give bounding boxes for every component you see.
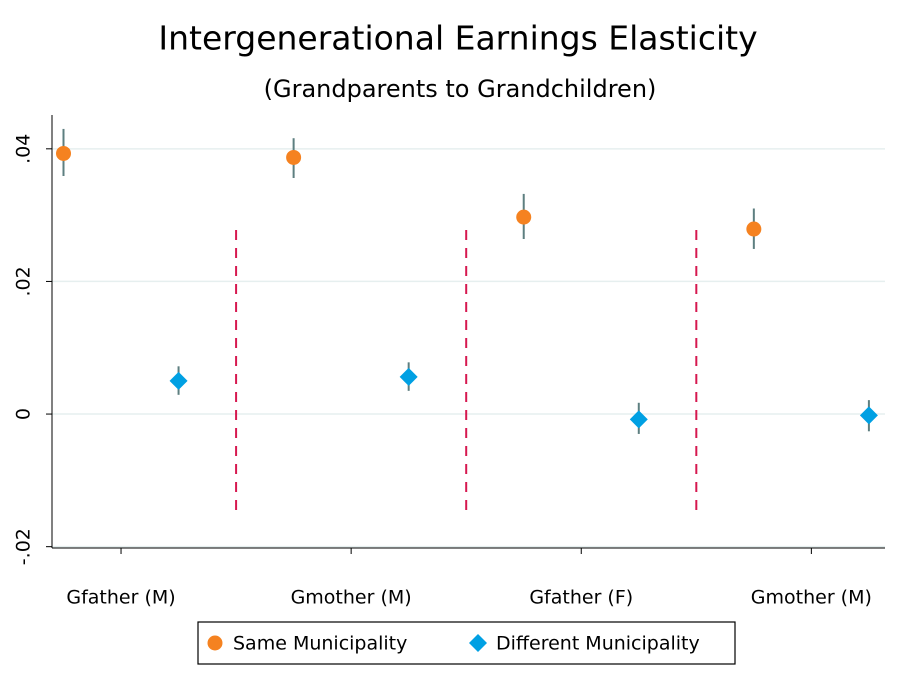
y-tick-label: .04: [13, 134, 35, 164]
legend-box: [197, 621, 736, 665]
x-tick-label: Gfather (M): [66, 587, 175, 609]
point: [859, 406, 878, 425]
x-tick-label: Gmother (M): [751, 587, 872, 609]
x-tick-label: Gmother (M): [291, 587, 412, 609]
legend-marker: [469, 634, 487, 652]
y-tick-label: .02: [13, 266, 35, 296]
point: [286, 149, 302, 165]
point: [56, 145, 72, 161]
legend-marker: [207, 635, 223, 651]
chart-subtitle: (Grandparents to Grandchildren): [264, 75, 657, 103]
chart-title: Intergenerational Earnings Elasticity: [158, 19, 757, 58]
legend-label: Different Municipality: [496, 633, 700, 655]
y-tick-label: 0: [13, 408, 35, 420]
legend-label: Same Municipality: [233, 633, 407, 655]
point: [516, 209, 532, 225]
point: [629, 410, 648, 429]
y-tick-label: -.02: [13, 528, 35, 565]
point: [746, 221, 762, 237]
point: [169, 371, 188, 390]
point: [399, 367, 418, 386]
x-tick-label: Gfather (F): [529, 587, 633, 609]
